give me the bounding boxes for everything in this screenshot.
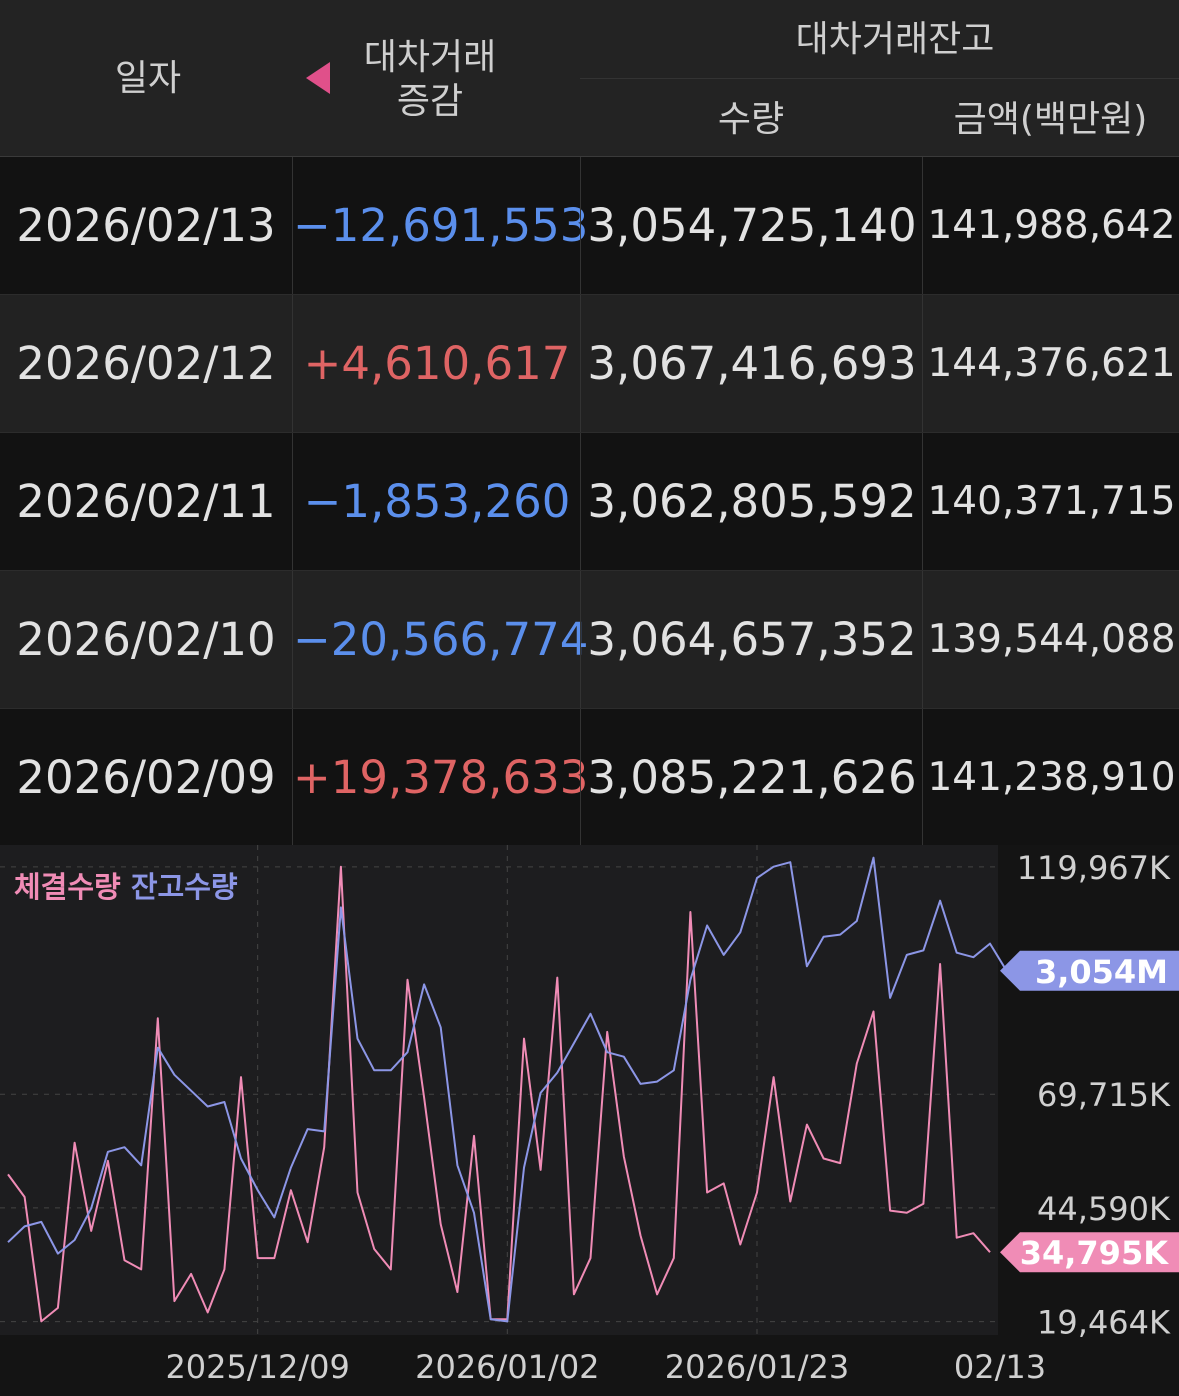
y-tick-label: 119,967K bbox=[1017, 849, 1171, 887]
data-table: 2026/02/13 −12,691,553 3,054,725,140 141… bbox=[0, 157, 1179, 847]
row-change: −12,691,553 bbox=[292, 157, 588, 294]
change-header-line1: 대차거래 bbox=[363, 37, 497, 78]
chart-series bbox=[7, 856, 1008, 1323]
row-date: 2026/02/12 bbox=[16, 337, 276, 390]
date-column-header: 일자 bbox=[114, 58, 182, 99]
y-tick-label: 19,464K bbox=[1037, 1304, 1171, 1342]
exec-current-label: 34,795K bbox=[1020, 1234, 1169, 1272]
balance-group-header: 대차거래잔고 bbox=[795, 19, 995, 60]
table-row[interactable]: 2026/02/09 +19,378,633 3,085,221,626 141… bbox=[0, 709, 1179, 847]
table-row[interactable]: 2026/02/10 −20,566,774 3,064,657,352 139… bbox=[0, 571, 1179, 709]
row-qty: 3,085,221,626 bbox=[580, 709, 923, 846]
balance-volume-line bbox=[7, 856, 1008, 1323]
row-qty: 3,054,725,140 bbox=[580, 157, 923, 294]
x-axis: 2025/12/09 2026/01/02 2026/01/23 02/13 bbox=[165, 1348, 1046, 1386]
y-axis: 119,967K 69,715K 44,590K 19,464K bbox=[1017, 849, 1171, 1342]
legend-exec: 체결수량 bbox=[14, 870, 121, 904]
legend-balance: 잔고수량 bbox=[130, 870, 238, 904]
row-date: 2026/02/11 bbox=[16, 475, 276, 528]
table-header: 일자 대차거래 증감 대차거래잔고 수량 금액(백만원) bbox=[0, 0, 1179, 157]
amount-column-header: 금액(백만원) bbox=[953, 99, 1148, 140]
balance-current-badge bbox=[1000, 950, 1179, 991]
x-tick-label: 02/13 bbox=[954, 1348, 1046, 1386]
row-change: −1,853,260 bbox=[292, 433, 581, 570]
balance-current-label: 3,054M bbox=[1035, 953, 1168, 991]
sort-left-arrow-icon[interactable] bbox=[306, 62, 330, 94]
row-change: −20,566,774 bbox=[292, 571, 588, 708]
row-date: 2026/02/13 bbox=[16, 199, 276, 252]
row-amount: 139,544,088 bbox=[922, 571, 1179, 708]
row-amount: 140,371,715 bbox=[922, 433, 1179, 570]
row-amount: 141,988,642 bbox=[922, 157, 1179, 294]
qty-column-header: 수량 bbox=[717, 99, 785, 140]
row-date: 2026/02/09 bbox=[16, 751, 276, 804]
row-change: +19,378,633 bbox=[292, 709, 588, 846]
exec-volume-line bbox=[7, 865, 991, 1323]
chart-grid bbox=[0, 845, 998, 1335]
row-qty: 3,062,805,592 bbox=[580, 433, 923, 570]
balance-chart[interactable]: 119,967K 69,715K 44,590K 19,464K 2025/12/09… bbox=[0, 845, 1179, 1396]
chart-legend: 체결수량 잔고수량 bbox=[14, 864, 238, 906]
plot-area bbox=[0, 845, 998, 1335]
row-amount: 144,376,621 bbox=[922, 295, 1179, 432]
x-tick-label: 2025/12/09 bbox=[165, 1348, 349, 1386]
current-value-markers: 3,054M 34,795K bbox=[1000, 950, 1179, 1273]
row-date: 2026/02/10 bbox=[16, 613, 276, 666]
table-row[interactable]: 2026/02/13 −12,691,553 3,054,725,140 141… bbox=[0, 157, 1179, 295]
row-qty: 3,064,657,352 bbox=[580, 571, 923, 708]
y-tick-label: 44,590K bbox=[1037, 1190, 1171, 1228]
row-qty: 3,067,416,693 bbox=[580, 295, 923, 432]
header-divider bbox=[580, 78, 1179, 79]
table-row[interactable]: 2026/02/12 +4,610,617 3,067,416,693 144,… bbox=[0, 295, 1179, 433]
x-tick-label: 2026/01/02 bbox=[415, 1348, 599, 1386]
exec-current-badge bbox=[1000, 1232, 1179, 1273]
change-header-line2: 증감 bbox=[396, 81, 464, 122]
y-tick-label: 69,715K bbox=[1037, 1076, 1171, 1114]
x-tick-label: 2026/01/23 bbox=[665, 1348, 849, 1386]
row-change: +4,610,617 bbox=[292, 295, 581, 432]
table-row[interactable]: 2026/02/11 −1,853,260 3,062,805,592 140,… bbox=[0, 433, 1179, 571]
change-column-header[interactable]: 대차거래 증감 bbox=[328, 36, 532, 124]
row-amount: 141,238,910 bbox=[922, 709, 1179, 846]
